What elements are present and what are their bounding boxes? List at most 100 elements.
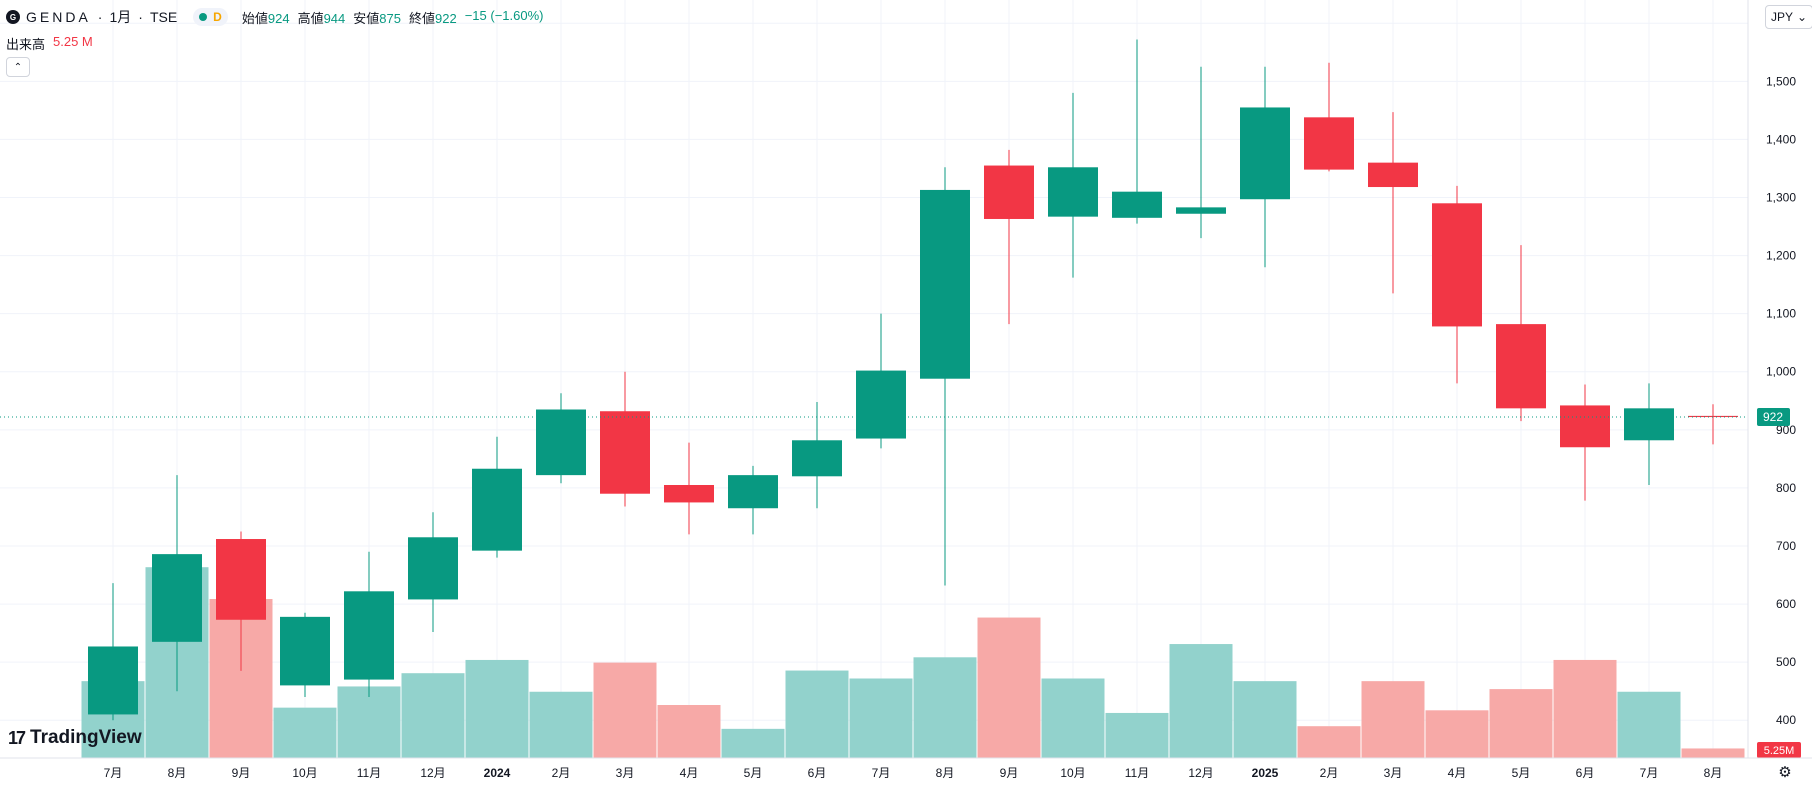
candle-body <box>1560 405 1610 448</box>
x-tick-label: 5月 <box>1512 766 1531 780</box>
volume-bar <box>977 617 1041 758</box>
candle-body <box>472 468 522 551</box>
time-axis[interactable]: 7月 8月 9月 10月 11月 12月 2024 2月 3月 4月 5月 6月 7月 8月 9月 10月 11… <box>0 757 1812 780</box>
last-price-label: 922 <box>1763 410 1783 424</box>
candle-body <box>664 485 714 503</box>
y-tick-label: 700 <box>1776 539 1796 553</box>
candles <box>88 39 1738 721</box>
low-value: 875 <box>379 10 401 26</box>
candle-body <box>152 554 202 642</box>
volume-bar <box>1425 710 1489 758</box>
volume-bar <box>785 670 849 758</box>
candle-body <box>792 440 842 477</box>
volume-bar <box>337 686 401 758</box>
candle-body <box>1240 107 1290 200</box>
high-label: 高値 <box>297 10 324 26</box>
candle-body <box>1432 203 1482 327</box>
settings-gear-icon[interactable]: ⚙ <box>1778 764 1792 781</box>
volume-bar <box>593 662 657 758</box>
y-tick-label: 1,100 <box>1766 307 1796 321</box>
volume-bar <box>1361 681 1425 758</box>
candle-body <box>600 411 650 494</box>
collapse-legend-button[interactable]: ⌃ <box>6 57 30 77</box>
volume-bar <box>1617 691 1681 758</box>
y-tick-label: 600 <box>1776 597 1796 611</box>
candle-body <box>984 165 1034 219</box>
price-axis[interactable]: 400 500 600 700 800 900 1,000 1,100 1,200 1,300 1,… <box>1747 0 1812 785</box>
candle-body <box>344 591 394 680</box>
candle-body <box>1304 117 1354 170</box>
candle-body <box>1496 324 1546 409</box>
volume-bar <box>1169 644 1233 758</box>
x-tick-label: 12月 <box>1188 766 1213 780</box>
x-tick-label: 2月 <box>552 766 571 780</box>
x-tick-label: 5月 <box>744 766 763 780</box>
volume-bar <box>465 659 529 758</box>
candle-body <box>216 539 266 620</box>
chevron-up-icon: ⌃ <box>13 61 23 73</box>
x-tick-label: 8月 <box>1704 766 1723 780</box>
volume-bar <box>913 657 977 758</box>
open-label: 始値 <box>241 10 268 26</box>
volume-badge-label: 5.25M <box>1764 745 1795 757</box>
tradingview-logo[interactable]: 17 TradingView <box>8 727 142 749</box>
volume-bars <box>81 567 1745 758</box>
volume-bar <box>401 673 465 758</box>
candle-body <box>88 646 138 715</box>
candle-body <box>1368 162 1418 188</box>
close-value: 922 <box>435 10 457 26</box>
market-open-icon <box>199 13 208 21</box>
ohlc-values: 始値924 高値944 安値875 終値922 −15 (−1.60%) <box>242 8 544 27</box>
candle-body <box>1048 167 1098 217</box>
symbol-legend: G GENDA · 1月 · TSE D 始値924 高値944 安値875 終… <box>6 6 544 28</box>
close-label: 終値 <box>409 10 436 26</box>
interval-label[interactable]: 1月 <box>109 9 132 25</box>
x-tick-label: 11月 <box>1125 766 1149 780</box>
open-value: 924 <box>267 10 290 26</box>
volume-bar <box>273 707 337 758</box>
x-tick-label: 7月 <box>104 766 123 780</box>
currency-button[interactable]: JPY ⌄ <box>1765 5 1812 29</box>
x-tick-label: 3月 <box>1384 766 1403 780</box>
volume-bar <box>849 678 913 758</box>
x-tick-label: 12月 <box>420 766 445 780</box>
x-tick-label: 6月 <box>1576 766 1595 780</box>
volume-value: 5.25 M <box>53 34 93 49</box>
delayed-badge: D <box>213 10 222 24</box>
candle-body <box>280 616 330 686</box>
price-axis-bg <box>1748 0 1812 785</box>
x-tick-label: 3月 <box>616 766 635 780</box>
x-tick-label: 2月 <box>1320 766 1339 780</box>
high-value: 944 <box>323 10 346 26</box>
tradingview-mark-icon: 17 <box>8 727 26 748</box>
x-tick-label: 2025 <box>1252 766 1279 780</box>
volume-bar <box>1553 659 1617 758</box>
volume-badge <box>1757 742 1801 758</box>
x-tick-label: 10月 <box>1060 766 1085 780</box>
symbol-name[interactable]: GENDA <box>26 9 91 25</box>
volume-legend: 出来高 5.25 M <box>6 34 93 53</box>
y-tick-label: 1,400 <box>1766 132 1796 146</box>
exchange-label: TSE <box>149 9 178 25</box>
y-tick-label: 900 <box>1776 423 1796 437</box>
separator-dot: · <box>138 9 143 25</box>
candle-body <box>1176 207 1226 214</box>
volume-bar <box>1041 678 1105 758</box>
volume-bar <box>1297 726 1361 758</box>
x-tick-label: 2024 <box>484 766 511 780</box>
x-tick-label: 7月 <box>1640 766 1659 780</box>
y-tick-label: 1,000 <box>1766 365 1796 379</box>
tradingview-wordmark: TradingView <box>30 727 142 748</box>
market-status[interactable]: D <box>193 8 228 26</box>
candle-body <box>1688 415 1738 418</box>
volume-bar <box>1105 712 1169 758</box>
volume-label: 出来高 <box>6 37 46 52</box>
x-tick-label: 8月 <box>168 766 187 780</box>
volume-bar <box>1681 748 1745 758</box>
last-price-badge <box>1757 408 1790 427</box>
change-value: −15 (−1.60%) <box>464 7 544 23</box>
x-tick-label: 4月 <box>680 766 699 780</box>
y-tick-label: 1,300 <box>1766 190 1796 204</box>
x-tick-label: 10月 <box>292 766 317 780</box>
